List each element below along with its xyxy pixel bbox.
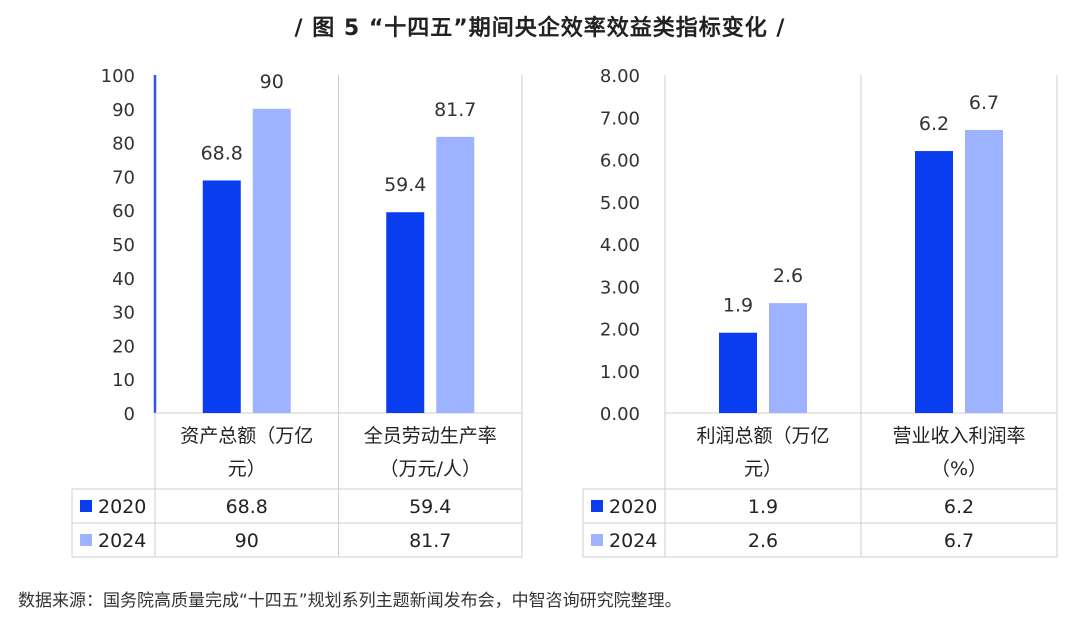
bar-2024-0 xyxy=(252,108,291,414)
legend-swatch-2020 xyxy=(80,500,92,512)
legend-swatch-2020 xyxy=(591,500,603,512)
table-cell: 68.8 xyxy=(226,496,268,518)
data-label: 6.2 xyxy=(919,113,949,135)
category-label: 资产总额（万亿 xyxy=(180,425,313,447)
bar-2020-1 xyxy=(386,212,425,413)
data-label: 59.4 xyxy=(384,174,426,196)
table-cell: 59.4 xyxy=(409,496,451,518)
y-tick-label: 3.00 xyxy=(600,277,640,298)
legend-label: 2024 xyxy=(609,530,657,552)
category-label: 利润总额（万亿 xyxy=(696,425,829,447)
data-label: 81.7 xyxy=(434,99,476,121)
legend-label: 2020 xyxy=(609,496,657,518)
y-tick-label: 80 xyxy=(112,134,135,155)
y-tick-label: 2.00 xyxy=(600,320,640,341)
table-cell: 90 xyxy=(235,530,259,552)
y-tick-label: 5.00 xyxy=(600,193,640,214)
bar-2024-1 xyxy=(436,136,475,413)
data-label: 68.8 xyxy=(201,142,243,164)
chart-title: / 图 5 “十四五”期间央企效率效益类指标变化 / xyxy=(294,16,786,41)
category-label: 营业收入利润率 xyxy=(892,425,1025,447)
y-tick-label: 10 xyxy=(112,370,135,391)
bar-2020-0 xyxy=(719,332,757,413)
data-label: 2.6 xyxy=(773,265,803,287)
y-tick-label: 1.00 xyxy=(600,362,640,383)
bar-2020-0 xyxy=(202,180,241,413)
y-tick-label: 0 xyxy=(124,404,135,425)
bar-2020-1 xyxy=(915,151,953,414)
bar-2024-0 xyxy=(769,303,807,413)
legend-swatch-2024 xyxy=(591,534,603,546)
table-cell: 1.9 xyxy=(748,496,778,518)
legend-label: 2024 xyxy=(98,530,146,552)
category-label: 全员劳动生产率 xyxy=(364,425,497,447)
y-tick-label: 0.00 xyxy=(600,404,640,425)
legend-swatch-2024 xyxy=(80,534,92,546)
y-tick-label: 90 xyxy=(112,100,135,121)
y-tick-label: 6.00 xyxy=(600,151,640,172)
y-tick-label: 70 xyxy=(112,167,135,188)
data-label: 6.7 xyxy=(969,92,999,114)
y-tick-label: 100 xyxy=(101,66,135,87)
y-tick-label: 20 xyxy=(112,336,135,357)
category-label: 元） xyxy=(744,458,782,480)
category-label: （万元/人） xyxy=(380,458,481,480)
y-tick-label: 60 xyxy=(112,201,135,222)
y-tick-label: 50 xyxy=(112,235,135,256)
y-tick-label: 7.00 xyxy=(600,108,640,129)
table-cell: 6.7 xyxy=(944,530,974,552)
category-label: （%） xyxy=(931,458,987,480)
source-note: 数据来源：国务院高质量完成“十四五”规划系列主题新闻发布会，中智咨询研究院整理。 xyxy=(18,591,682,611)
table-cell: 2.6 xyxy=(748,530,778,552)
bar-2024-1 xyxy=(965,129,1003,414)
table-cell: 6.2 xyxy=(944,496,974,518)
y-tick-label: 40 xyxy=(112,269,135,290)
y-tick-label: 4.00 xyxy=(600,235,640,256)
y-tick-label: 30 xyxy=(112,303,135,324)
data-label: 90 xyxy=(260,71,284,93)
table-cell: 81.7 xyxy=(409,530,451,552)
data-label: 1.9 xyxy=(723,295,753,317)
legend-label: 2020 xyxy=(98,496,146,518)
y-tick-label: 8.00 xyxy=(600,66,640,87)
category-label: 元） xyxy=(228,458,266,480)
